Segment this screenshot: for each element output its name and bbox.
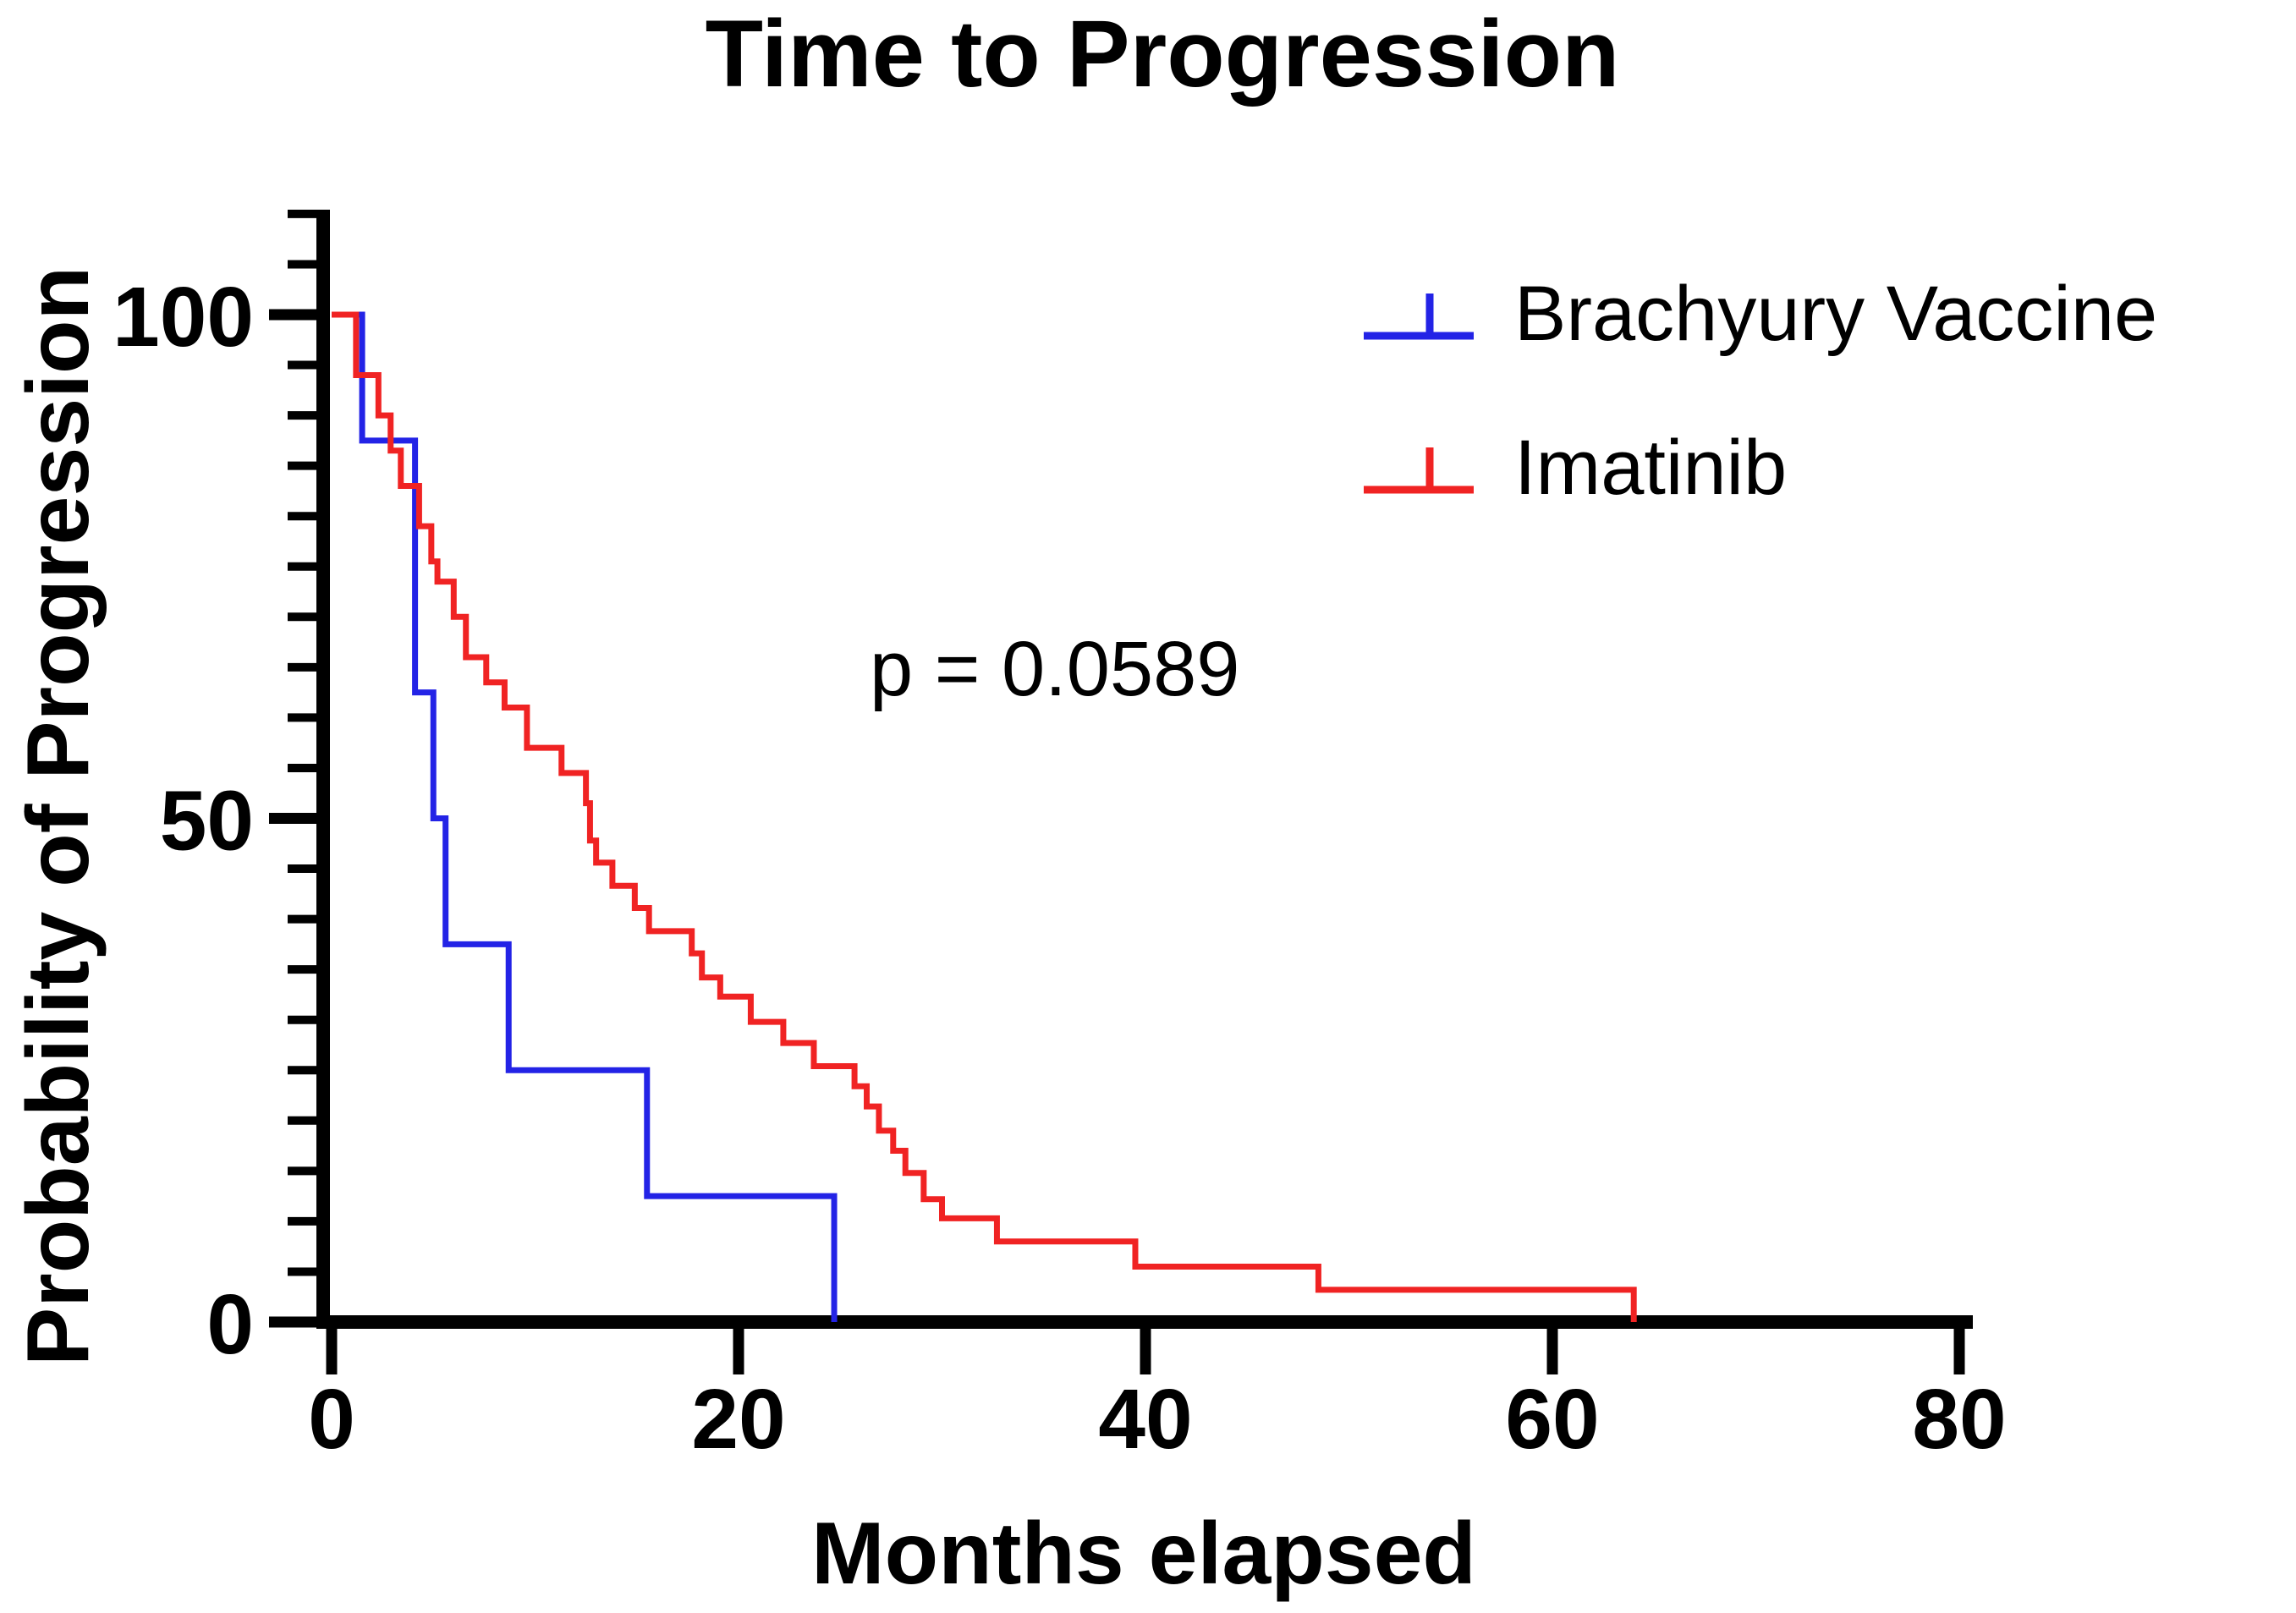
curve-imatinib — [332, 311, 1637, 1322]
x-tick-label: 20 — [691, 1372, 785, 1467]
x-tick-label: 80 — [1912, 1372, 2006, 1467]
y-tick-label: 50 — [160, 774, 254, 869]
legend: Brachyury Vaccine Imatinib — [1364, 271, 2157, 511]
legend-label-imatinib: Imatinib — [1514, 425, 1787, 511]
legend-item-imatinib: Imatinib — [1364, 425, 1787, 511]
x-tick-label: 60 — [1505, 1372, 1599, 1467]
curve-brachyury-vaccine — [332, 311, 838, 1322]
survival-curves — [332, 311, 1637, 1322]
x-axis-title: Months elapsed — [811, 1505, 1476, 1603]
y-axis-title: Probability of Progression — [9, 266, 107, 1366]
legend-label-brachyury-vaccine: Brachyury Vaccine — [1514, 271, 2157, 357]
chart-title: Time to Progression — [706, 1, 1620, 107]
legend-item-brachyury-vaccine: Brachyury Vaccine — [1364, 271, 2157, 357]
x-tick-label: 40 — [1098, 1372, 1192, 1467]
x-tick-label: 0 — [308, 1372, 355, 1467]
axes: 0 50 100 0 20 40 60 80 — [113, 209, 2007, 1467]
y-tick-label: 0 — [206, 1277, 254, 1372]
y-tick-label: 100 — [113, 270, 254, 365]
p-value-annotation: p = 0.0589 — [870, 626, 1239, 712]
